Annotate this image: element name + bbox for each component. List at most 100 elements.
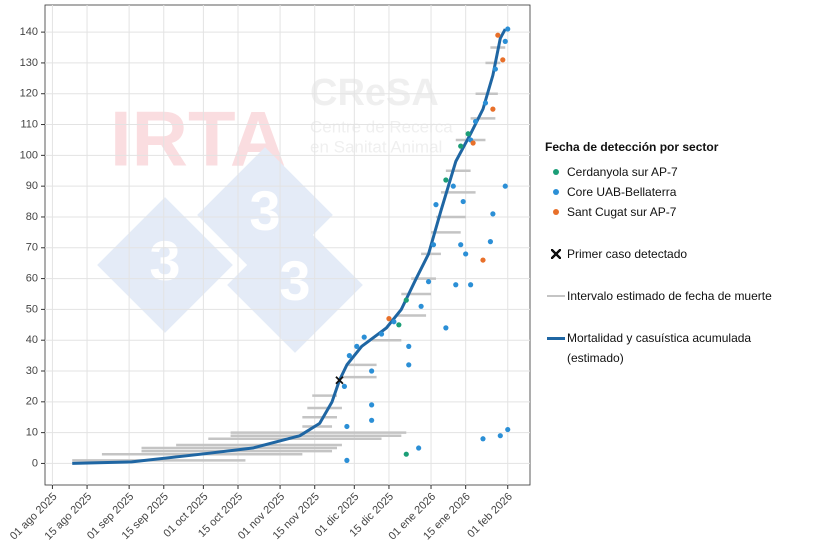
- legend-dot: [553, 189, 559, 195]
- detection-point: [341, 383, 348, 390]
- plot-panel: [44, 4, 531, 486]
- y-tick-label: 40: [26, 334, 38, 346]
- legend-label: Intervalo estimado de fecha de muerte: [567, 289, 772, 303]
- detection-point: [403, 297, 409, 303]
- detection-point: [480, 436, 486, 442]
- detection-point: [458, 143, 464, 149]
- watermark-text: IRTA: [110, 95, 286, 183]
- legend-gap: [545, 306, 810, 328]
- watermark-text: 3: [279, 249, 310, 312]
- y-tick-label: 50: [26, 303, 38, 315]
- legend-label: Sant Cugat sur AP-7: [567, 205, 677, 219]
- x-tick-label: 01 feb 2026: [465, 491, 515, 541]
- watermark-text: 3: [149, 229, 180, 292]
- y-tick-label: 80: [26, 211, 38, 223]
- legend-item: Mortalidad y casuística acumulada (estim…: [545, 328, 810, 368]
- detection-point: [480, 257, 486, 263]
- legend-title: Fecha de detección por sector: [545, 140, 719, 154]
- detection-point: [490, 106, 496, 112]
- detection-point: [344, 423, 350, 430]
- y-tick-label: 120: [20, 88, 38, 100]
- legend-key: [545, 244, 567, 264]
- detection-point: [391, 319, 397, 325]
- detection-point: [505, 26, 511, 32]
- legend-item: Cerdanyola sur AP-7: [545, 162, 810, 182]
- legend-key: [545, 286, 567, 306]
- detection-point: [465, 131, 471, 137]
- detection-point: [378, 331, 385, 337]
- legend-item: Primer caso detectado: [545, 244, 810, 264]
- legend-gap: [545, 264, 810, 286]
- detection-point: [502, 38, 508, 44]
- detection-point: [490, 211, 496, 217]
- legend-label: Cerdanyola sur AP-7: [567, 165, 678, 179]
- legend-line: [547, 294, 565, 298]
- legend-dot: [553, 209, 559, 215]
- detection-point: [497, 433, 503, 439]
- detection-point: [416, 445, 422, 451]
- watermark-text: CReSA: [310, 72, 439, 114]
- detection-point: [418, 303, 424, 309]
- y-tick-label: 0: [32, 457, 38, 469]
- legend-gap: [545, 222, 810, 244]
- detection-point: [406, 362, 412, 368]
- legend-label: Core UAB-Bellaterra: [567, 185, 677, 199]
- detection-point: [495, 32, 501, 38]
- detection-point: [502, 183, 508, 189]
- legend-key: [545, 328, 567, 348]
- detection-point: [443, 325, 449, 331]
- detection-point: [505, 426, 511, 433]
- detection-point: [386, 316, 392, 322]
- detection-point: [463, 251, 469, 257]
- detection-point: [346, 353, 352, 359]
- detection-point: [406, 343, 412, 349]
- y-tick-label: 30: [26, 365, 38, 377]
- y-tick-label: 140: [20, 26, 38, 38]
- detection-point: [354, 343, 360, 349]
- detection-point: [487, 239, 494, 245]
- y-tick-label: 110: [20, 118, 38, 130]
- detection-point: [492, 66, 498, 72]
- detection-point: [403, 451, 409, 457]
- detection-point: [460, 198, 466, 205]
- detection-point: [470, 140, 476, 146]
- legend-dot: [553, 169, 559, 175]
- legend-line: [547, 336, 565, 340]
- detection-point: [500, 57, 506, 63]
- legend-key: [545, 182, 567, 202]
- detection-point: [472, 118, 479, 125]
- detection-point: [453, 282, 459, 288]
- legend-item: Core UAB-Bellaterra: [545, 182, 810, 202]
- y-tick-label: 130: [20, 57, 38, 69]
- detection-point: [450, 183, 456, 189]
- detection-point: [482, 100, 489, 106]
- detection-point: [369, 402, 375, 408]
- detection-point: [425, 279, 432, 285]
- detection-point: [458, 242, 464, 248]
- detection-point: [361, 334, 367, 340]
- y-tick-label: 70: [26, 242, 38, 254]
- legend-item: Intervalo estimado de fecha de muerte: [545, 286, 810, 306]
- detection-point: [430, 242, 437, 248]
- legend-key: [545, 202, 567, 222]
- cumulative-line: [72, 28, 507, 465]
- y-tick-label: 20: [26, 396, 38, 408]
- y-tick-label: 90: [26, 180, 38, 192]
- y-tick-label: 10: [26, 427, 38, 439]
- detection-point: [396, 322, 402, 328]
- first-case-marker: [335, 376, 344, 385]
- detection-point: [344, 457, 350, 463]
- legend: Fecha de detección por sector Cerdanyola…: [545, 140, 810, 368]
- watermark-text: Centre de Recerca: [310, 117, 453, 136]
- legend-label: Primer caso detectado: [567, 247, 688, 261]
- detection-point: [369, 417, 375, 423]
- detection-point: [443, 177, 449, 183]
- y-tick-label: 60: [26, 272, 38, 284]
- detection-point: [433, 202, 439, 208]
- detection-point: [369, 368, 375, 374]
- legend-cross: [551, 249, 561, 259]
- detection-point: [468, 282, 474, 288]
- legend-key: [545, 162, 567, 182]
